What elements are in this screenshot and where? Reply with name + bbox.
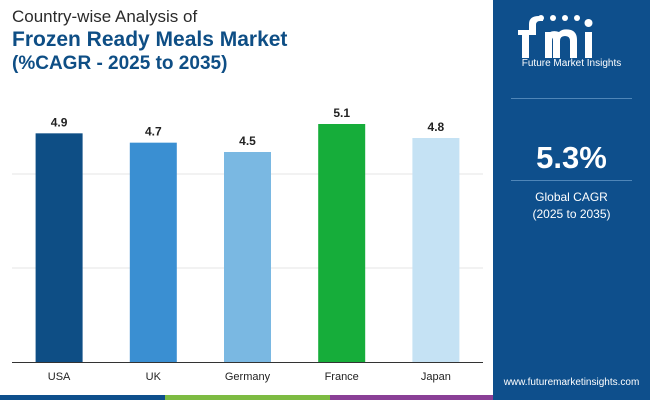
fmi-logo <box>518 15 593 58</box>
data-label-uk: 4.7 <box>145 125 162 139</box>
data-label-france: 5.1 <box>333 106 350 120</box>
sidebar: Future Market Insights 5.3% Global CAGR … <box>493 0 650 400</box>
bar-japan <box>412 138 460 362</box>
title-block: Country-wise Analysis of Frozen Ready Me… <box>12 6 287 75</box>
tick-label-uk: UK <box>146 371 162 383</box>
bar-usa <box>35 133 83 362</box>
tick-label-usa: USA <box>48 371 71 383</box>
global-cagr-label: Global CAGR (2025 to 2035) <box>493 189 650 223</box>
sidebar-divider <box>511 98 632 99</box>
tick-label-france: France <box>325 371 359 383</box>
footer-bar-purple <box>330 395 493 400</box>
tick-label-japan: Japan <box>421 371 451 383</box>
bar-germany <box>224 152 271 362</box>
bar-chart: 4.9 USA 4.7 UK 4.5 Germany 5.1 France 4.8 Japan <box>12 106 483 383</box>
data-label-germany: 4.5 <box>239 134 256 148</box>
logo-text: Future Market Insights <box>521 58 622 69</box>
global-cagr-value: 5.3% <box>536 140 607 175</box>
data-label-japan: 4.8 <box>428 120 445 134</box>
title-line-2: Frozen Ready Meals Market <box>12 28 288 51</box>
title-line-1: Country-wise Analysis of <box>12 7 198 26</box>
bar-france <box>318 124 366 362</box>
website-url[interactable]: www.futuremarketinsights.com <box>503 377 640 388</box>
footer-bar-blue <box>0 395 165 400</box>
cagr-label-line-1: Global CAGR <box>535 190 608 204</box>
footer-bar-green <box>165 395 330 400</box>
tick-label-germany: Germany <box>225 371 271 383</box>
cagr-divider <box>511 180 632 181</box>
title-line-3: (%CAGR - 2025 to 2035) <box>12 53 228 74</box>
data-label-usa: 4.9 <box>51 115 68 129</box>
cagr-label-line-2: (2025 to 2035) <box>532 207 611 221</box>
bar-uk <box>129 142 177 362</box>
